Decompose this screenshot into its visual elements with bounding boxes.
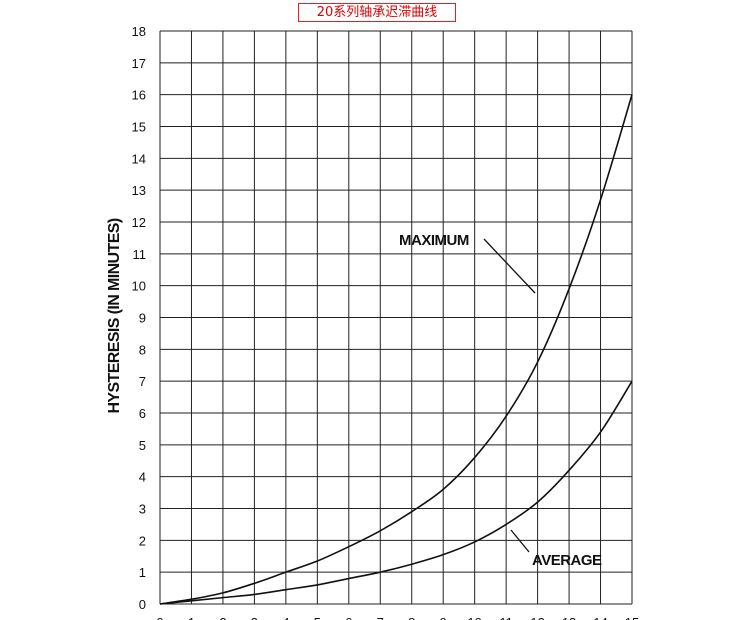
y-tick-label: 7 bbox=[139, 374, 146, 389]
x-tick-label: 0 bbox=[156, 615, 163, 620]
x-tick-label: 7 bbox=[377, 615, 384, 620]
y-tick-label: 3 bbox=[139, 502, 146, 517]
y-tick-label: 15 bbox=[132, 120, 146, 135]
x-tick-label: 13 bbox=[562, 615, 576, 620]
y-tick-label: 13 bbox=[132, 183, 146, 198]
x-tick-label: 3 bbox=[251, 615, 258, 620]
y-tick-label: 0 bbox=[139, 597, 146, 612]
chart-title: 20系列轴承迟滞曲线 bbox=[298, 3, 456, 22]
x-tick-label: 2 bbox=[219, 615, 226, 620]
series-lines bbox=[159, 94, 633, 605]
y-tick-label: 9 bbox=[139, 311, 146, 326]
annotations: MAXIMUM AVERAGE bbox=[399, 232, 603, 569]
x-tick-label: 14 bbox=[593, 615, 607, 620]
y-tick-label: 1 bbox=[139, 565, 146, 580]
y-tick-label: 14 bbox=[132, 151, 146, 166]
y-tick-label: 2 bbox=[139, 533, 146, 548]
x-tick-label: 6 bbox=[345, 615, 352, 620]
x-tick-label: 11 bbox=[499, 615, 513, 620]
series-line-maximum bbox=[159, 94, 633, 605]
annotation-maximum: MAXIMUM bbox=[399, 232, 469, 249]
y-tick-label: 16 bbox=[132, 88, 146, 103]
annotation-average: AVERAGE bbox=[532, 552, 602, 569]
y-tick-label: 17 bbox=[132, 56, 146, 71]
grid-lines bbox=[159, 30, 633, 605]
y-tick-label: 18 bbox=[132, 24, 146, 39]
x-tick-label: 8 bbox=[408, 615, 415, 620]
annotation-maximum-leader bbox=[483, 238, 536, 294]
y-tick-label: 10 bbox=[132, 279, 146, 294]
y-axis-label: HYSTERESIS (IN MINUTES) bbox=[106, 218, 123, 413]
x-tick-label: 9 bbox=[440, 615, 447, 620]
y-tick-label: 4 bbox=[139, 470, 146, 485]
y-tick-label: 8 bbox=[139, 342, 146, 357]
x-tick-label: 10 bbox=[467, 615, 481, 620]
y-tick-label: 12 bbox=[132, 215, 146, 230]
series-line-average bbox=[159, 380, 633, 605]
x-tick-label: 5 bbox=[314, 615, 321, 620]
x-tick-label: 15 bbox=[625, 615, 639, 620]
y-tick-label: 5 bbox=[139, 438, 146, 453]
x-tick-label: 1 bbox=[188, 615, 195, 620]
annotation-average-leader bbox=[510, 529, 530, 553]
x-tick-label: 4 bbox=[282, 615, 289, 620]
y-tick-label: 6 bbox=[139, 406, 146, 421]
x-tick-label: 12 bbox=[530, 615, 544, 620]
y-tick-label: 11 bbox=[133, 247, 147, 262]
